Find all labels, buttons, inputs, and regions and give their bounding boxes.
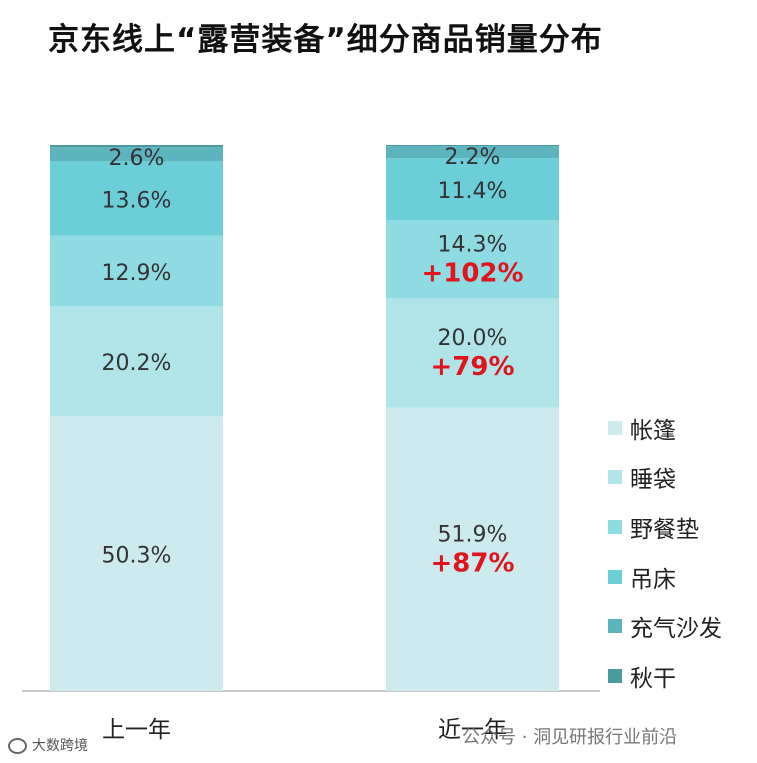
bar-segment <box>50 161 223 236</box>
legend-item: 野餐垫 <box>608 502 722 552</box>
data-label: 2.2% <box>445 145 501 170</box>
legend-swatch <box>608 619 622 634</box>
bar-segment <box>386 145 559 147</box>
data-label: 51.9% <box>438 522 508 547</box>
data-label: 2.6% <box>109 146 165 171</box>
bar-segment <box>386 407 559 691</box>
bar-segment <box>386 298 559 408</box>
legend-swatch <box>608 519 622 534</box>
chart-title: 京东线上“露营装备”细分商品销量分布 <box>48 22 603 58</box>
growth-label: +102% <box>421 258 523 288</box>
watermark-logo-icon <box>8 738 27 754</box>
data-label: 50.3% <box>102 544 172 569</box>
legend-swatch <box>608 668 622 683</box>
legend-label: 睡袋 <box>630 467 676 494</box>
x-tick-label: 上一年 <box>102 717 171 743</box>
data-label: 20.0% <box>438 326 508 351</box>
data-label: 14.3% <box>438 232 508 257</box>
legend-swatch <box>608 470 622 485</box>
legend-item: 秋干 <box>608 651 722 701</box>
footer-note: 公众号 · 洞见研报行业前沿 <box>462 727 678 748</box>
data-labels: 50.3% 20.2% 12.9% 13.6% 2.6% 51.9%+87% 20.0%+7… <box>102 145 524 578</box>
legend-item: 帐篷 <box>608 403 722 453</box>
data-label: 11.4% <box>438 179 508 204</box>
legend: 帐篷睡袋野餐垫吊床充气沙发秋干 <box>608 403 722 701</box>
x-tick-labels: 上一年 近一年 <box>102 717 507 743</box>
legend-label: 吊床 <box>630 566 676 593</box>
data-label: 13.6% <box>102 189 172 214</box>
bars <box>50 145 559 691</box>
legend-label: 充气沙发 <box>630 616 722 643</box>
legend-item: 充气沙发 <box>608 601 722 651</box>
bar-segment <box>50 235 223 307</box>
legend-label: 帐篷 <box>630 417 676 444</box>
bar-segment <box>386 220 559 299</box>
legend-item: 睡袋 <box>608 453 722 503</box>
watermark: 大数跨境 <box>8 735 88 755</box>
x-tick-label: 近一年 <box>438 717 507 743</box>
legend-label: 野餐垫 <box>630 516 699 543</box>
bar-segment <box>50 306 223 417</box>
legend-swatch <box>608 420 622 435</box>
bar-segment <box>386 158 559 221</box>
growth-label: +79% <box>430 352 514 382</box>
watermark-text: 大数跨境 <box>32 738 88 754</box>
bar-segment <box>50 145 223 148</box>
legend-item: 吊床 <box>608 552 722 602</box>
legend-swatch <box>608 569 622 584</box>
bar-segment <box>50 147 223 162</box>
growth-label: +87% <box>430 548 514 578</box>
bar-segment <box>50 416 223 691</box>
data-label: 20.2% <box>102 351 172 376</box>
legend-label: 秋干 <box>630 665 676 692</box>
bar-segment <box>386 146 559 159</box>
data-label: 12.9% <box>102 261 172 286</box>
